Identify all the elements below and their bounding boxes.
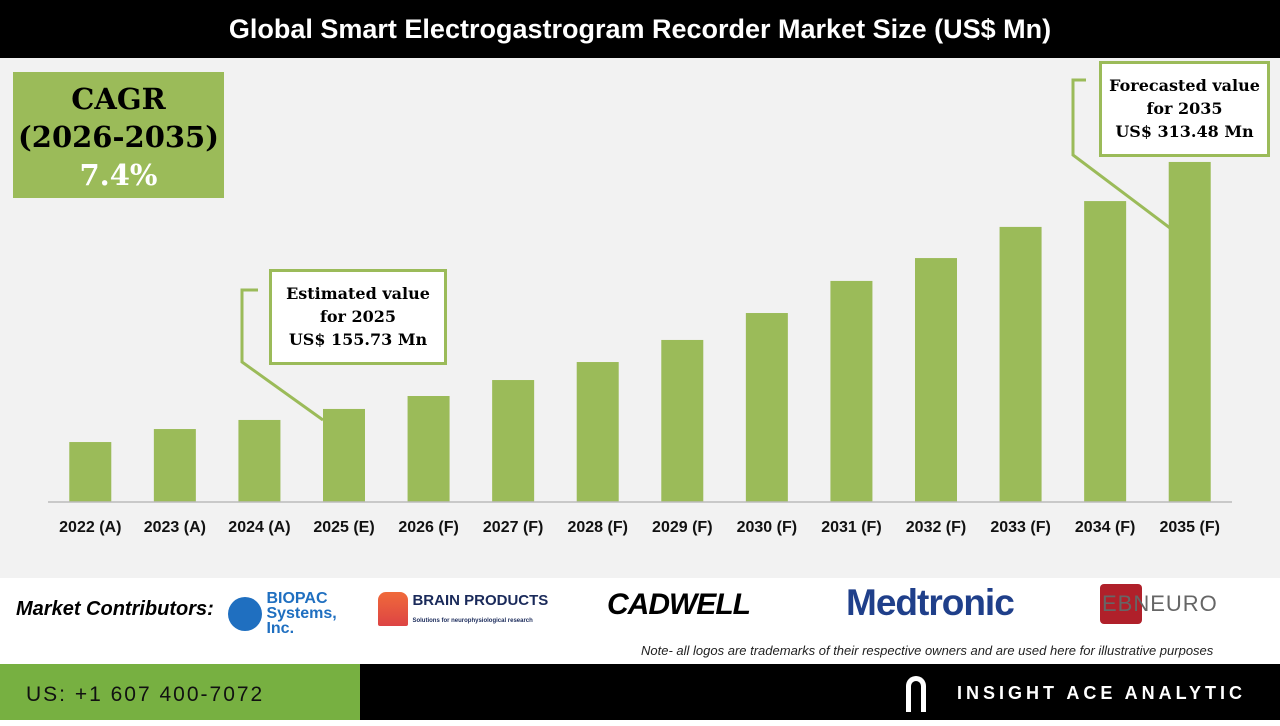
estimated-leader-line xyxy=(240,288,324,422)
ebneuro-logo: EBNEURO xyxy=(1100,584,1218,624)
x-tick-label: 2035 (F) xyxy=(1159,519,1219,536)
brand-name: INSIGHT ACE ANALYTIC xyxy=(360,664,1280,720)
callout-value: US$ 313.48 Mn xyxy=(1115,122,1254,141)
bar xyxy=(1168,161,1211,502)
x-tick-label: 2025 (E) xyxy=(313,519,374,536)
callout-value: US$ 155.73 Mn xyxy=(288,330,428,349)
cagr-period: (2026-2035) xyxy=(18,120,219,154)
brain-products-name: BRAIN PRODUCTS xyxy=(412,592,549,609)
x-tick-label: 2023 (A) xyxy=(144,519,206,536)
x-tick-label: 2030 (F) xyxy=(737,519,797,536)
x-tick-label: 2022 (A) xyxy=(59,519,121,536)
bar xyxy=(238,419,281,502)
x-tick-label: 2026 (F) xyxy=(398,519,458,536)
x-tick-label: 2024 (A) xyxy=(228,519,290,536)
x-tick-label: 2031 (F) xyxy=(821,519,881,536)
bar xyxy=(153,429,196,502)
medtronic-logo: Medtronic xyxy=(846,582,1015,623)
contributors-label: Market Contributors: xyxy=(16,598,214,620)
phone-number: US: +1 607 400-7072 xyxy=(0,664,360,720)
bar xyxy=(915,258,957,502)
x-tick-label: 2032 (F) xyxy=(906,519,966,536)
brain-products-logo: BRAIN PRODUCTS Solutions for neurophysio… xyxy=(378,592,548,626)
callout-text: Estimated value xyxy=(286,284,430,303)
bar xyxy=(323,408,365,502)
x-tick-label: 2033 (F) xyxy=(990,519,1050,536)
bar xyxy=(830,280,873,502)
callout-text: for 2035 xyxy=(1146,99,1223,118)
x-tick-label: 2029 (F) xyxy=(652,519,712,536)
x-tick-label: 2028 (F) xyxy=(567,519,627,536)
bar xyxy=(407,396,450,502)
biopac-logo: BIOPAC Systems, Inc. xyxy=(228,591,338,637)
cagr-label: CAGR xyxy=(71,82,166,116)
callout-text: Forecasted value xyxy=(1109,76,1260,95)
forecast-leader-line xyxy=(1071,78,1171,230)
cagr-box: CAGR (2026-2035) 7.4% xyxy=(13,72,224,198)
bar xyxy=(745,313,788,502)
x-tick-label: 2027 (F) xyxy=(483,519,543,536)
brain-products-tagline: Solutions for neurophysiological researc… xyxy=(412,618,533,624)
bar xyxy=(69,442,112,502)
bar xyxy=(1084,201,1127,503)
bar-chart: 2022 (A) 2023 (A) 2024 (A) 2025 (E) 2026 (F)… xyxy=(48,161,1232,536)
cadwell-logo: CADWELL xyxy=(607,588,751,621)
bar xyxy=(576,362,619,502)
bar xyxy=(661,339,704,502)
forecast-callout: Forecasted value for 2035 US$ 313.48 Mn xyxy=(1099,61,1270,157)
trademark-note: Note- all logos are trademarks of their … xyxy=(641,643,1214,658)
brand-logo-icon xyxy=(905,676,926,713)
bar xyxy=(492,380,535,502)
estimated-callout: Estimated value for 2025 US$ 155.73 Mn xyxy=(269,269,447,365)
chart-title: Global Smart Electrogastrogram Recorder … xyxy=(0,0,1280,58)
bar xyxy=(999,226,1042,502)
cagr-value: 7.4% xyxy=(79,158,158,192)
x-tick-label: 2034 (F) xyxy=(1075,519,1135,536)
brand-text: INSIGHT ACE ANALYTIC xyxy=(956,683,1246,703)
callout-text: for 2025 xyxy=(319,307,397,326)
